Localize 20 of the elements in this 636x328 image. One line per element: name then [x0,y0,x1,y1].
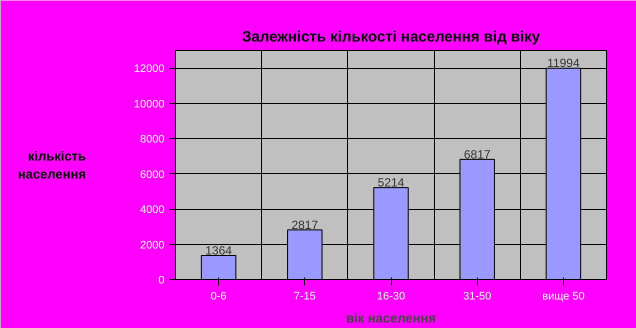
y-axis-title: кількість населення [18,148,86,182]
x-tick-label: 16-30 [376,290,406,302]
y-tick-label: 4000 [140,204,165,216]
data-label: 2817 [291,218,318,232]
data-label: 1364 [205,243,232,258]
y-tick-label: 0 [158,274,165,286]
y-tick-label: 2000 [140,239,165,252]
x-tick-label: 7-15 [294,290,316,302]
y-tick-label: 8000 [140,134,165,146]
x-tick-label: 31-50 [463,290,492,302]
data-label: 5214 [378,176,405,190]
chart-title: Залежність кількості населення від віку [242,28,541,46]
x-axis-title: вік населення [346,310,436,326]
data-label: 11994 [547,56,580,70]
y-tick-label: 6000 [140,168,165,181]
data-label: 6817 [464,147,491,162]
x-tick-label: вище 50 [542,290,585,302]
y-tick-label: 10000 [134,98,165,110]
x-tick-label: 0-6 [210,290,227,302]
y-tick-label: 12000 [134,63,165,76]
